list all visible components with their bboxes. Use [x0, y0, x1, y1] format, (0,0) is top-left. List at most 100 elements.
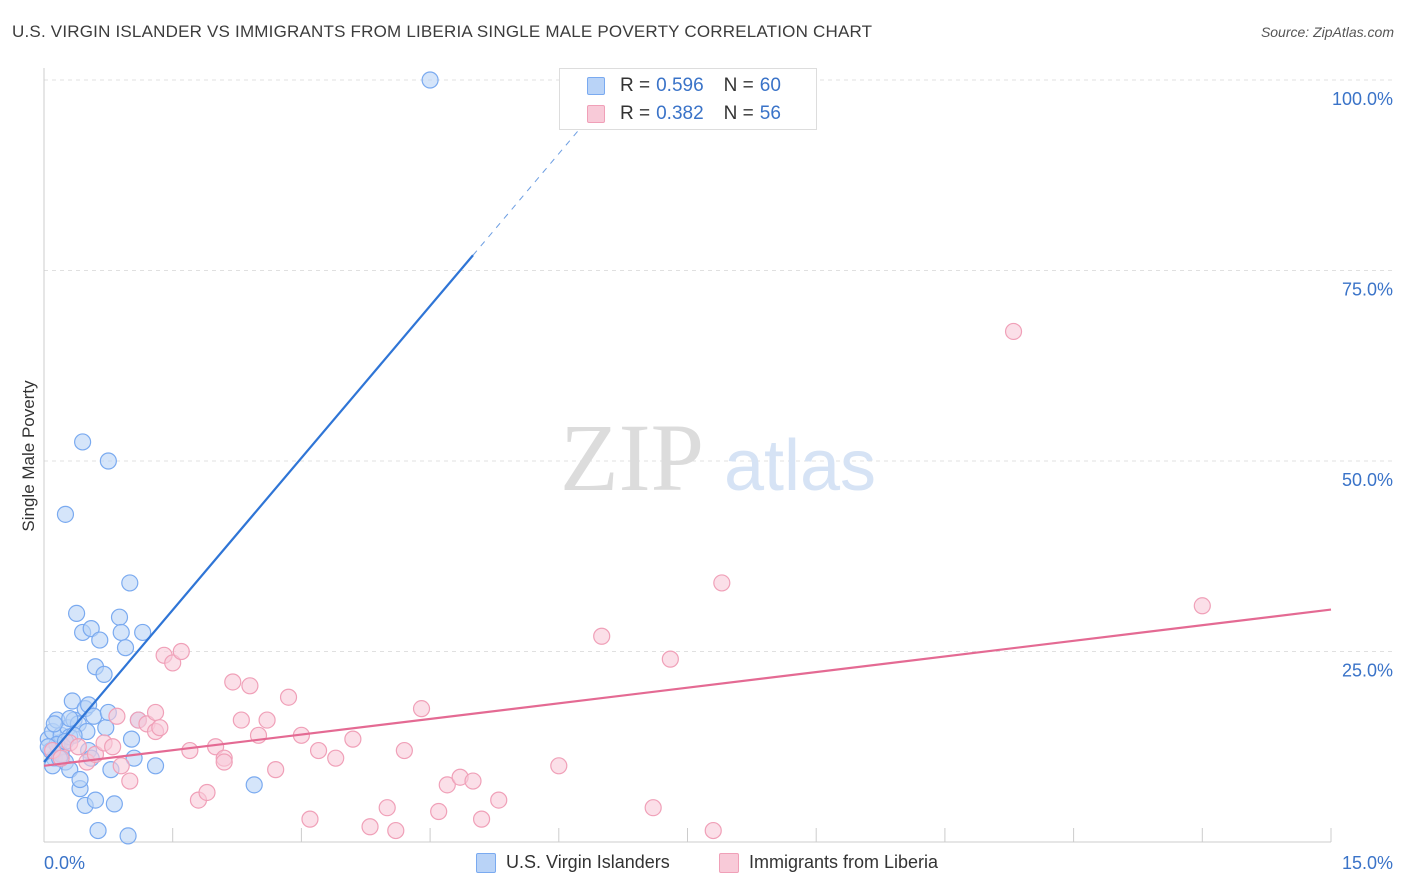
data-point: [151, 719, 169, 737]
watermark-atlas: atlas: [724, 426, 876, 506]
y-tick-label: 100.0%: [1332, 89, 1393, 109]
data-point: [412, 700, 431, 718]
data-point: [119, 827, 137, 845]
data-point: [438, 776, 456, 794]
data-point: [56, 505, 75, 523]
data-point: [267, 761, 285, 779]
trend-line-virgin-islanders: [43, 254, 474, 763]
r-label: R =: [620, 103, 651, 124]
points-layer: [39, 71, 1211, 845]
data-point: [89, 821, 107, 840]
data-point: [224, 673, 242, 691]
legend-swatch-blue: [476, 852, 496, 873]
data-point: [68, 604, 86, 623]
y-tick-label: 50.0%: [1342, 470, 1393, 490]
data-point: [61, 709, 79, 728]
data-point: [116, 639, 135, 657]
trend-layer: [43, 102, 1332, 767]
legend-label: U.S. Virgin Islanders: [506, 852, 670, 872]
data-point: [241, 677, 259, 695]
data-point: [464, 772, 482, 790]
data-point: [279, 688, 298, 706]
n-label: N =: [723, 103, 754, 124]
data-point: [378, 799, 396, 817]
legend-row-liberia: R = 0.382 N = 56: [620, 102, 781, 126]
data-point: [172, 642, 190, 661]
data-point: [104, 738, 122, 756]
legend-swatch-pink: [587, 105, 605, 123]
data-point: [146, 757, 165, 775]
data-point: [164, 654, 182, 672]
data-point: [122, 730, 141, 748]
data-point: [99, 452, 117, 470]
data-point: [45, 715, 63, 733]
data-point: [146, 703, 165, 722]
data-point: [644, 799, 662, 817]
series-liberia: [43, 322, 1211, 840]
data-point: [86, 791, 105, 809]
x-tick-label: 15.0%: [1342, 853, 1393, 873]
correlation-legend: R = 0.596 N = 60 R = 0.382 N = 56: [559, 68, 817, 130]
y-tick-label: 75.0%: [1342, 280, 1393, 300]
legend-swatch-blue: [587, 77, 605, 95]
n-value: 60: [759, 75, 781, 96]
data-point: [430, 802, 448, 821]
data-point: [181, 741, 199, 760]
data-point: [490, 791, 508, 809]
y-axis-label: Single Male Poverty: [19, 380, 38, 532]
data-point: [661, 650, 679, 668]
data-point: [63, 692, 81, 710]
n-label: N =: [723, 75, 754, 96]
data-point: [112, 623, 130, 642]
data-point: [258, 711, 276, 729]
data-point: [1004, 322, 1023, 341]
data-point: [121, 574, 139, 592]
legend-swatch-pink: [719, 852, 739, 873]
data-point: [112, 757, 130, 775]
grid-layer: [44, 79, 1395, 652]
bottom-legend-virgin-islanders: U.S. Virgin Islanders: [476, 852, 670, 873]
data-point: [198, 783, 216, 802]
source-label: Source: ZipAtlas.com: [1260, 24, 1394, 40]
trend-line-liberia: [43, 608, 1332, 767]
data-point: [74, 433, 92, 451]
data-point: [387, 821, 405, 840]
data-point: [245, 776, 263, 794]
data-point: [215, 753, 233, 771]
data-point: [713, 574, 731, 592]
n-value: 56: [759, 103, 781, 124]
data-point: [301, 810, 319, 828]
r-label: R =: [620, 75, 651, 96]
data-point: [69, 738, 87, 756]
y-tick-label: 25.0%: [1342, 661, 1393, 681]
axis-layer: 25.0% 50.0% 75.0% 100.0% 0.0% 15.0%: [43, 68, 1393, 873]
data-point: [327, 749, 345, 767]
watermark: ZIP atlas: [560, 404, 876, 511]
r-value: 0.382: [656, 103, 704, 124]
trend-line-extension: [472, 102, 603, 256]
watermark-zip: ZIP: [560, 404, 704, 511]
data-point: [395, 741, 413, 760]
data-point: [82, 620, 100, 638]
data-point: [309, 741, 328, 760]
data-point: [232, 711, 250, 729]
bottom-legend-liberia: Immigrants from Liberia: [719, 852, 938, 873]
data-point: [361, 818, 379, 836]
legend-label: Immigrants from Liberia: [749, 852, 939, 872]
data-point: [91, 631, 109, 649]
legend-row-virgin-islanders: R = 0.596 N = 60: [620, 74, 781, 98]
data-point: [421, 71, 439, 89]
data-point: [105, 795, 123, 813]
data-point: [110, 608, 129, 626]
data-point: [134, 623, 152, 642]
data-point: [704, 821, 722, 840]
data-point: [71, 770, 89, 789]
data-point: [472, 810, 491, 828]
data-point: [593, 627, 611, 645]
data-point: [121, 772, 139, 790]
data-point: [550, 757, 568, 775]
data-point: [344, 730, 362, 748]
r-value: 0.596: [656, 75, 704, 96]
data-point: [1193, 597, 1211, 615]
